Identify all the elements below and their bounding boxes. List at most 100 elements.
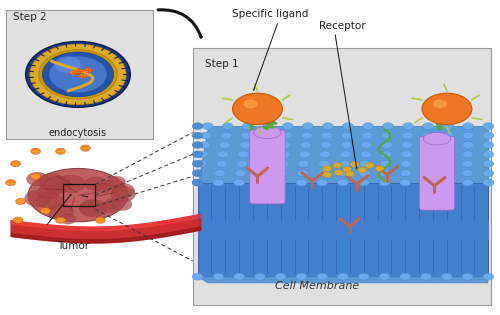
Circle shape: [462, 141, 473, 148]
Circle shape: [70, 71, 76, 75]
Circle shape: [54, 56, 80, 73]
Circle shape: [84, 68, 91, 72]
Circle shape: [42, 52, 114, 97]
Circle shape: [219, 141, 230, 148]
Circle shape: [199, 141, 210, 148]
Circle shape: [111, 186, 136, 202]
Circle shape: [302, 123, 314, 129]
FancyBboxPatch shape: [192, 48, 491, 305]
Circle shape: [381, 151, 392, 158]
Circle shape: [422, 151, 432, 158]
Circle shape: [318, 160, 330, 167]
Circle shape: [192, 151, 203, 158]
Circle shape: [358, 179, 369, 186]
Circle shape: [192, 273, 203, 280]
Circle shape: [483, 141, 494, 148]
Circle shape: [342, 167, 351, 172]
Circle shape: [375, 166, 384, 171]
Ellipse shape: [28, 169, 128, 222]
Circle shape: [13, 217, 23, 223]
Circle shape: [382, 123, 394, 129]
Circle shape: [362, 132, 373, 139]
Circle shape: [316, 273, 328, 280]
Text: Specific ligand: Specific ligand: [232, 9, 308, 19]
Circle shape: [422, 93, 472, 124]
Circle shape: [213, 179, 224, 186]
Circle shape: [38, 185, 60, 199]
Circle shape: [462, 132, 473, 139]
Circle shape: [112, 198, 132, 211]
Circle shape: [234, 179, 244, 186]
Circle shape: [98, 180, 114, 190]
Circle shape: [6, 180, 16, 186]
Circle shape: [26, 172, 48, 186]
Circle shape: [341, 141, 352, 148]
Circle shape: [433, 100, 447, 108]
Circle shape: [220, 132, 232, 139]
FancyBboxPatch shape: [250, 130, 285, 204]
Circle shape: [358, 167, 366, 173]
Circle shape: [275, 273, 286, 280]
Circle shape: [442, 179, 452, 186]
Circle shape: [254, 179, 266, 186]
Circle shape: [323, 166, 332, 171]
Circle shape: [420, 179, 432, 186]
Circle shape: [379, 273, 390, 280]
Circle shape: [281, 132, 292, 139]
Circle shape: [402, 123, 413, 129]
Circle shape: [48, 204, 74, 220]
Circle shape: [334, 170, 343, 175]
Polygon shape: [198, 183, 488, 277]
Circle shape: [254, 179, 266, 186]
Circle shape: [235, 170, 246, 177]
Circle shape: [338, 179, 348, 186]
Circle shape: [260, 141, 270, 148]
Circle shape: [442, 170, 452, 177]
Circle shape: [338, 179, 348, 186]
Circle shape: [483, 151, 494, 158]
Circle shape: [380, 160, 391, 167]
FancyBboxPatch shape: [6, 10, 153, 139]
Circle shape: [38, 174, 65, 191]
Circle shape: [339, 160, 350, 167]
Circle shape: [112, 183, 134, 198]
Circle shape: [420, 273, 432, 280]
Circle shape: [296, 273, 307, 280]
Circle shape: [360, 151, 372, 158]
FancyBboxPatch shape: [420, 136, 454, 210]
Circle shape: [360, 160, 370, 167]
Text: Step 1: Step 1: [205, 59, 239, 69]
Circle shape: [280, 141, 291, 148]
Circle shape: [462, 273, 473, 280]
Circle shape: [85, 177, 106, 190]
Circle shape: [282, 123, 294, 129]
Circle shape: [192, 160, 203, 167]
Circle shape: [30, 148, 40, 154]
Polygon shape: [198, 126, 488, 183]
Circle shape: [194, 170, 205, 177]
Circle shape: [442, 132, 454, 139]
Circle shape: [340, 151, 351, 158]
Circle shape: [242, 123, 253, 129]
Circle shape: [80, 200, 107, 217]
Circle shape: [10, 161, 20, 167]
Circle shape: [276, 170, 287, 177]
Circle shape: [279, 151, 289, 158]
Circle shape: [442, 141, 453, 148]
Circle shape: [400, 179, 411, 186]
Circle shape: [483, 160, 494, 167]
Circle shape: [80, 201, 103, 215]
Circle shape: [323, 172, 332, 178]
Circle shape: [483, 170, 494, 177]
Text: Step 2: Step 2: [13, 12, 47, 22]
Circle shape: [400, 160, 411, 167]
Circle shape: [24, 191, 50, 206]
Circle shape: [275, 179, 286, 186]
Text: endocytosis: endocytosis: [49, 128, 107, 138]
Circle shape: [40, 208, 50, 214]
Circle shape: [56, 217, 66, 223]
Circle shape: [192, 132, 203, 139]
Circle shape: [26, 42, 130, 107]
Circle shape: [108, 176, 126, 187]
Circle shape: [222, 123, 233, 129]
